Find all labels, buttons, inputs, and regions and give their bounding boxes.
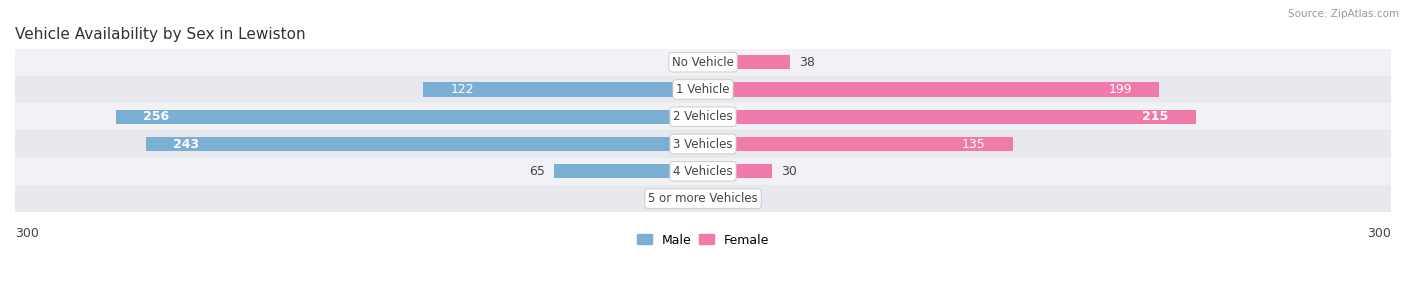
Text: Vehicle Availability by Sex in Lewiston: Vehicle Availability by Sex in Lewiston xyxy=(15,27,305,42)
Text: No Vehicle: No Vehicle xyxy=(672,56,734,69)
Bar xyxy=(703,109,1197,124)
Bar xyxy=(703,137,1012,151)
Text: 243: 243 xyxy=(173,138,200,150)
Bar xyxy=(15,158,1391,185)
Text: 0: 0 xyxy=(681,192,689,205)
Text: 5 or more Vehicles: 5 or more Vehicles xyxy=(648,192,758,205)
Bar xyxy=(703,164,772,178)
Text: 135: 135 xyxy=(962,138,986,150)
Text: 215: 215 xyxy=(1142,110,1168,123)
Bar xyxy=(15,185,1391,212)
Text: 4 Vehicles: 4 Vehicles xyxy=(673,165,733,178)
Text: 2 Vehicles: 2 Vehicles xyxy=(673,110,733,123)
Bar xyxy=(15,48,1391,76)
Text: 199: 199 xyxy=(1108,83,1132,96)
Text: 256: 256 xyxy=(143,110,170,123)
Bar xyxy=(423,82,703,97)
Bar xyxy=(703,192,711,206)
Bar xyxy=(15,130,1391,158)
Text: 38: 38 xyxy=(800,56,815,69)
Bar xyxy=(15,103,1391,130)
Text: 30: 30 xyxy=(780,165,797,178)
Bar xyxy=(15,76,1391,103)
Text: 300: 300 xyxy=(15,227,39,240)
Bar xyxy=(554,164,703,178)
Legend: Male, Female: Male, Female xyxy=(631,229,775,252)
Bar xyxy=(695,55,703,69)
Text: 65: 65 xyxy=(529,165,544,178)
Bar xyxy=(146,137,703,151)
Bar xyxy=(703,55,790,69)
Text: 300: 300 xyxy=(1367,227,1391,240)
Bar xyxy=(695,192,703,206)
Bar xyxy=(703,82,1160,97)
Text: 1 Vehicle: 1 Vehicle xyxy=(676,83,730,96)
Text: Source: ZipAtlas.com: Source: ZipAtlas.com xyxy=(1288,9,1399,19)
Text: 3 Vehicles: 3 Vehicles xyxy=(673,138,733,150)
Text: 0: 0 xyxy=(717,192,725,205)
Text: 122: 122 xyxy=(451,83,474,96)
Bar xyxy=(115,109,703,124)
Text: 0: 0 xyxy=(681,56,689,69)
